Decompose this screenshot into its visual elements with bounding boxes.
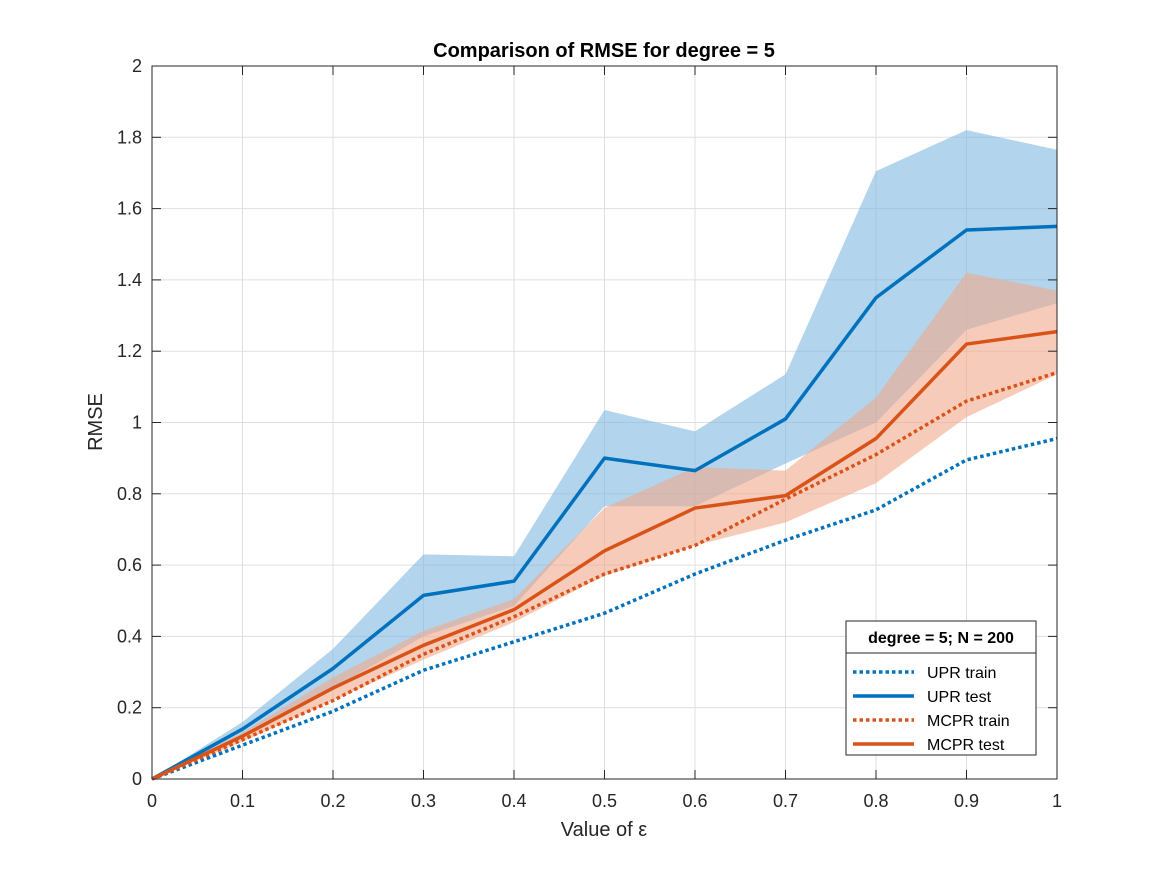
x-tick-label: 0 [147, 791, 157, 811]
confidence-bands [152, 130, 1057, 780]
series-line-mcpr-test [151, 329, 1058, 781]
y-tick-labels: 0 0.2 0.4 0.6 0.8 1 1.2 1.4 1.6 1.8 2 [117, 56, 142, 789]
y-tick-label: 1 [132, 413, 142, 433]
legend: degree = 5; N = 200 UPR train UPR test MCP… [845, 620, 1037, 756]
x-tick-label: 0.7 [773, 791, 798, 811]
y-tick-label: 1.6 [117, 199, 142, 219]
y-tick-label: 2 [132, 56, 142, 76]
y-tick-label: 1.8 [117, 127, 142, 147]
series-line-upr-train [151, 436, 1058, 781]
legend-label-upr-test: UPR test [927, 689, 992, 706]
legend-label-mcpr-train: MCPR train [927, 713, 1010, 730]
x-tick-label: 0.1 [230, 791, 255, 811]
y-tick-label: 0 [132, 769, 142, 789]
x-axis-label: Value of ε [561, 819, 647, 841]
y-tick-label: 0.8 [117, 484, 142, 504]
series-line-upr-test [151, 224, 1058, 781]
x-tick-label: 0.5 [592, 791, 617, 811]
series-line-mcpr-train [151, 370, 1058, 781]
x-tick-labels: 0 0.1 0.2 0.3 0.4 0.5 0.6 0.7 0.8 0.9 1 [147, 791, 1062, 811]
y-tick-label: 1.4 [117, 270, 142, 290]
y-axis-label: RMSE [85, 393, 107, 451]
axis-ticks [151, 65, 1058, 780]
legend-label-upr-train: UPR train [927, 665, 996, 682]
x-tick-label: 0.2 [320, 791, 345, 811]
legend-items: UPR train UPR test MCPR train MCPR test [853, 665, 1010, 754]
x-tick-label: 0.3 [411, 791, 436, 811]
x-tick-label: 0.9 [954, 791, 979, 811]
band-upr-test [152, 130, 1057, 780]
legend-box [845, 620, 1037, 756]
chart-title: Comparison of RMSE for degree = 5 [433, 40, 775, 62]
y-tick-label: 0.6 [117, 555, 142, 575]
x-tick-label: 1 [1052, 791, 1062, 811]
y-tick-label: 1.2 [117, 341, 142, 361]
y-tick-label: 0.4 [117, 626, 142, 646]
legend-label-mcpr-test: MCPR test [927, 737, 1005, 754]
x-tick-label: 0.6 [682, 791, 707, 811]
legend-title: degree = 5; N = 200 [868, 630, 1014, 647]
band-mcpr-test [152, 272, 1057, 779]
series-lines [151, 224, 1058, 781]
y-tick-label: 0.2 [117, 698, 142, 718]
x-tick-label: 0.4 [501, 791, 526, 811]
x-tick-label: 0.8 [863, 791, 888, 811]
